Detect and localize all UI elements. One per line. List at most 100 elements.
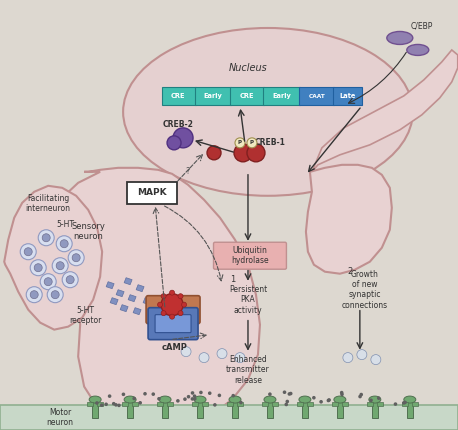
Circle shape — [360, 393, 363, 396]
Circle shape — [161, 294, 166, 299]
FancyBboxPatch shape — [148, 308, 198, 340]
Circle shape — [152, 392, 155, 396]
Circle shape — [288, 392, 291, 396]
Circle shape — [235, 353, 245, 362]
Circle shape — [30, 260, 46, 276]
FancyBboxPatch shape — [155, 315, 191, 333]
FancyBboxPatch shape — [230, 87, 264, 105]
Ellipse shape — [194, 396, 206, 403]
Polygon shape — [4, 186, 102, 330]
Circle shape — [208, 391, 212, 395]
Bar — [272, 402, 278, 405]
Ellipse shape — [404, 396, 416, 403]
Bar — [342, 402, 348, 405]
Circle shape — [319, 400, 323, 404]
Circle shape — [207, 146, 221, 160]
Circle shape — [34, 264, 42, 272]
Ellipse shape — [369, 396, 381, 403]
Text: Motor
neuron: Motor neuron — [47, 408, 74, 427]
Ellipse shape — [299, 396, 311, 403]
Bar — [237, 402, 243, 405]
Text: MAPK: MAPK — [137, 188, 167, 197]
Circle shape — [403, 401, 407, 404]
Circle shape — [167, 136, 181, 150]
Circle shape — [181, 347, 191, 356]
Circle shape — [62, 272, 78, 288]
Circle shape — [217, 349, 227, 359]
Circle shape — [247, 138, 257, 148]
Circle shape — [371, 355, 381, 365]
Text: CAAT: CAAT — [309, 94, 325, 99]
Circle shape — [24, 248, 32, 256]
Ellipse shape — [123, 28, 413, 196]
Polygon shape — [106, 282, 114, 289]
Circle shape — [235, 138, 245, 148]
Circle shape — [199, 353, 209, 362]
Text: ?: ? — [186, 167, 190, 176]
Circle shape — [104, 402, 108, 406]
Circle shape — [178, 294, 183, 299]
Bar — [122, 402, 128, 405]
Bar — [377, 402, 383, 405]
Circle shape — [327, 399, 330, 402]
Polygon shape — [312, 50, 458, 172]
Circle shape — [108, 394, 111, 398]
Ellipse shape — [89, 396, 101, 403]
Circle shape — [402, 401, 406, 405]
Bar — [337, 399, 343, 418]
Bar — [162, 399, 168, 418]
Circle shape — [327, 398, 331, 402]
Circle shape — [161, 310, 166, 316]
Bar — [132, 402, 138, 405]
Text: Persistent
PKA
activity: Persistent PKA activity — [229, 285, 267, 315]
Circle shape — [100, 403, 104, 407]
FancyBboxPatch shape — [127, 182, 177, 204]
FancyBboxPatch shape — [213, 242, 286, 269]
Circle shape — [191, 397, 194, 401]
Circle shape — [340, 393, 344, 396]
Circle shape — [283, 390, 286, 394]
Polygon shape — [120, 305, 128, 312]
Circle shape — [60, 240, 68, 248]
Ellipse shape — [387, 31, 413, 44]
Bar — [407, 399, 413, 418]
Circle shape — [357, 350, 367, 359]
Text: C/EBP: C/EBP — [411, 22, 433, 31]
Circle shape — [138, 401, 142, 405]
Circle shape — [343, 353, 353, 362]
Circle shape — [247, 144, 265, 162]
Circle shape — [66, 276, 74, 284]
Circle shape — [38, 230, 54, 246]
Circle shape — [169, 290, 174, 295]
Circle shape — [112, 402, 115, 405]
Bar — [297, 402, 303, 405]
Circle shape — [183, 397, 187, 401]
Text: cAMP: cAMP — [162, 343, 188, 352]
Circle shape — [234, 144, 252, 162]
Bar — [402, 402, 408, 405]
Circle shape — [161, 294, 183, 316]
Text: Ubiquitin
hydrolase: Ubiquitin hydrolase — [231, 246, 269, 265]
Text: Facilitating
interneuron: Facilitating interneuron — [26, 194, 71, 213]
Polygon shape — [133, 308, 141, 315]
Circle shape — [20, 244, 36, 260]
FancyBboxPatch shape — [263, 87, 300, 105]
Circle shape — [199, 391, 203, 394]
Circle shape — [26, 287, 42, 303]
Text: Enhanced
transmitter
release: Enhanced transmitter release — [226, 355, 270, 384]
Bar — [372, 399, 378, 418]
Polygon shape — [306, 165, 392, 274]
Circle shape — [95, 401, 99, 405]
Bar — [192, 402, 198, 405]
Text: Nucleus: Nucleus — [229, 63, 267, 73]
Circle shape — [122, 393, 125, 396]
Text: Early: Early — [203, 93, 223, 99]
Bar — [127, 399, 133, 418]
Circle shape — [340, 391, 344, 394]
Bar — [167, 402, 173, 405]
Text: CRE: CRE — [240, 93, 254, 99]
Text: 5-HT: 5-HT — [56, 220, 74, 229]
Text: CREB-2: CREB-2 — [163, 120, 193, 129]
Circle shape — [143, 392, 147, 396]
Bar — [227, 402, 233, 405]
